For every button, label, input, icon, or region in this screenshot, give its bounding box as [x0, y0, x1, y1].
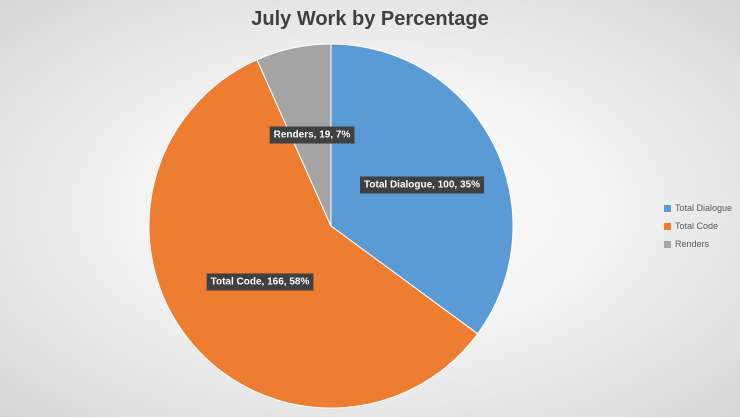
svg-text:Total Dialogue, 100, 35%: Total Dialogue, 100, 35% [364, 180, 480, 191]
data-label-total-code: Total Code, 166, 58% [206, 273, 314, 291]
legend: Total Dialogue Total Code Renders [664, 199, 732, 253]
legend-swatch [664, 204, 671, 212]
legend-swatch [664, 222, 671, 230]
legend-label: Total Code [675, 221, 719, 231]
legend-label: Total Dialogue [675, 203, 733, 213]
legend-item-total-dialogue: Total Dialogue [664, 199, 732, 217]
chart-title: July Work by Percentage [251, 8, 489, 30]
pie-slice-total-code [148, 59, 479, 409]
data-label-total-dialogue: Total Dialogue, 100, 35% [360, 176, 485, 194]
legend-label: Renders [675, 239, 710, 249]
data-label-renders: Renders, 19, 7% [269, 126, 355, 144]
legend-swatch [664, 240, 671, 248]
svg-text:Total Code, 166, 58%: Total Code, 166, 58% [211, 277, 310, 288]
legend-item-renders: Renders [664, 235, 732, 253]
legend-item-total-code: Total Code [664, 217, 732, 235]
svg-text:Renders, 19, 7%: Renders, 19, 7% [274, 130, 351, 141]
